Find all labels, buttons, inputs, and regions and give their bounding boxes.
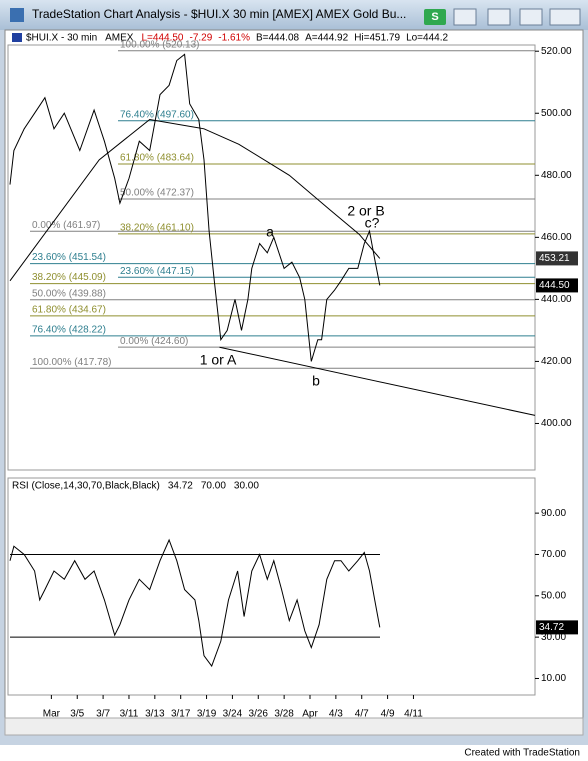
close-button[interactable]: [549, 8, 581, 26]
last-value-box: [536, 251, 578, 266]
s-button-label: S: [431, 11, 438, 23]
fib-label: 0.00% (424.60): [120, 336, 188, 347]
symbol-title: $HUI.X - 30 min: [26, 33, 97, 44]
last-value-label: 34.72: [539, 622, 564, 633]
fib-label: 61.80% (483.64): [120, 153, 194, 164]
x-tick-label: 3/13: [145, 709, 165, 720]
x-tick-label: 3/11: [120, 709, 139, 720]
annotation: b: [312, 373, 320, 389]
fib-label: 38.20% (445.09): [32, 272, 106, 283]
series-line: [9, 53, 381, 362]
fib-label: 23.60% (451.54): [32, 252, 106, 263]
x-tick-label: 3/5: [70, 709, 84, 720]
annotation: c?: [365, 215, 380, 231]
rsi-value: 30.00: [234, 481, 259, 492]
last-value-label: 444.50: [539, 280, 570, 291]
fib-label: 38.20% (461.10): [120, 223, 194, 234]
y-tick-label: 480.00: [541, 170, 572, 181]
quote: A=444.92: [305, 33, 349, 44]
series-line: [9, 538, 381, 668]
app-icon: [10, 8, 24, 22]
price-pane: [7, 44, 536, 471]
x-tick-label: 4/9: [381, 709, 395, 720]
symbol-icon: [12, 33, 22, 42]
exchange: AMEX: [105, 33, 134, 44]
x-tick-label: 4/7: [355, 709, 369, 720]
s-button[interactable]: [424, 9, 446, 25]
y-tick-label: 400.00: [541, 418, 572, 429]
max-button[interactable]: [519, 8, 543, 26]
y-tick-label: 90.00: [541, 508, 566, 519]
y-tick-label: 520.00: [541, 46, 572, 57]
fib-label: 50.00% (439.88): [32, 288, 106, 299]
fib-label: 50.00% (472.37): [120, 188, 194, 199]
x-tick-label: 3/24: [223, 709, 243, 720]
x-tick-label: Mar: [43, 709, 61, 720]
y-tick-label: 420.00: [541, 356, 572, 367]
y-tick-label: 30.00: [541, 632, 566, 643]
annotation: a: [266, 224, 274, 240]
fib-label: 0.00% (461.97): [32, 220, 100, 231]
y-tick-label: 50.00: [541, 590, 566, 601]
rsi-value: 34.72: [168, 481, 193, 492]
x-tick-label: 3/28: [274, 709, 294, 720]
last-value-box: [536, 620, 578, 635]
quote: -7.29: [189, 33, 212, 44]
fib-label: 76.40% (428.22): [32, 325, 106, 336]
quote: L=444.50: [141, 33, 183, 44]
x-tick-label: 3/26: [249, 709, 269, 720]
annotation: 2 or B: [347, 203, 384, 219]
x-tick-label: 3/7: [96, 709, 110, 720]
restore-button[interactable]: [487, 8, 511, 26]
y-tick-label: 70.00: [541, 549, 566, 560]
quote: B=444.08: [256, 33, 300, 44]
y-tick-label: 440.00: [541, 294, 572, 305]
series-line: [219, 346, 536, 416]
rsi-title: RSI (Close,14,30,70,Black,Black): [12, 481, 160, 492]
min-button[interactable]: [453, 8, 477, 26]
quote: Lo=444.2: [406, 33, 448, 44]
fib-label: 61.80% (434.67): [32, 305, 106, 316]
scrollbar[interactable]: [4, 717, 584, 736]
y-tick-label: 460.00: [541, 232, 572, 243]
quote: Hi=451.79: [354, 33, 400, 44]
footer: Created with TradeStation: [464, 748, 580, 759]
chart-area: [4, 29, 584, 736]
quote: -1.61%: [218, 33, 250, 44]
x-tick-label: 4/11: [404, 709, 423, 720]
x-tick-label: 3/19: [197, 709, 217, 720]
x-tick-label: 4/3: [329, 709, 343, 720]
x-tick-label: 3/17: [171, 709, 191, 720]
last-value-box: [536, 278, 578, 293]
rsi-pane: [7, 477, 536, 696]
y-tick-label: 500.00: [541, 108, 572, 119]
fib-label: 100.00% (417.78): [32, 357, 112, 368]
fib-label: 76.40% (497.60): [120, 109, 194, 120]
window-title: TradeStation Chart Analysis - $HUI.X 30 …: [32, 7, 406, 21]
y-tick-label: 10.00: [541, 673, 566, 684]
rsi-value: 70.00: [201, 481, 226, 492]
last-value-label: 453.21: [539, 253, 570, 264]
annotation: 1 or A: [200, 352, 237, 368]
series-line: [9, 118, 381, 282]
fib-label: 23.60% (447.15): [120, 266, 194, 277]
fib-label: 100.00% (520.13): [120, 39, 200, 50]
x-tick-label: Apr: [302, 709, 318, 720]
